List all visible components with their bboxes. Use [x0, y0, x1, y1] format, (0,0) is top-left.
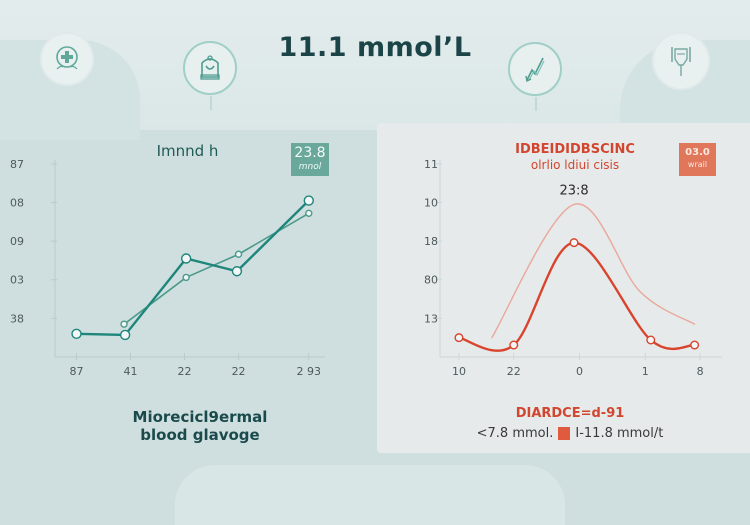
- left-y-tick-label: 38: [10, 312, 24, 325]
- icon-stem: [210, 96, 212, 110]
- right-x-tick-label: 10: [452, 365, 466, 378]
- trend-button[interactable]: [508, 42, 562, 96]
- right-badge-unit: wrail: [687, 160, 708, 169]
- trend-arrow-icon: [525, 57, 545, 83]
- right-x-tick-label: 22: [507, 365, 521, 378]
- left-y-tick-label: 87: [10, 158, 24, 171]
- legend-low-label: <7.8 mmol.: [476, 426, 554, 441]
- left-series-primary-point: [119, 329, 131, 341]
- left-series-secondary-point: [305, 209, 313, 218]
- left-series-primary-point: [71, 328, 82, 340]
- left-x-tick-label: 2 93: [297, 365, 322, 378]
- left-line-chart: 38 03 09 08 87 87 41 22 22 2 93: [10, 158, 325, 378]
- right-caption-title: DIARDCE=d-91: [515, 406, 625, 421]
- syringe-icon: [671, 47, 691, 76]
- right-y-tick-label: 11: [424, 158, 438, 171]
- right-value-badge: 03.0 wrail: [679, 143, 716, 176]
- right-series-primary-point: [509, 340, 519, 350]
- left-value-badge: 23.8 mnol: [291, 143, 329, 176]
- left-chart-caption: Miorecicl9ermal blood glavoge: [60, 408, 340, 444]
- right-x-tick-label: 1: [642, 365, 649, 378]
- medical-plus-button[interactable]: [40, 32, 94, 86]
- left-badge-unit: mnol: [298, 162, 322, 172]
- left-series-primary-line: [75, 199, 310, 337]
- left-x-tick-label: 87: [70, 365, 84, 378]
- right-y-tick-label: 10: [424, 196, 438, 209]
- right-series-faint-line: [491, 203, 696, 339]
- right-chart-panel: [377, 123, 750, 453]
- glucose-meter-icon: [200, 55, 220, 80]
- left-y-tick-label: 09: [10, 235, 24, 248]
- left-series-secondary-point: [182, 273, 190, 282]
- left-caption-line1: Miorecicl9ermal: [132, 408, 268, 426]
- glucose-reading-title: 11.1 mmol’L: [278, 32, 472, 63]
- left-y-tick-label: 03: [10, 274, 24, 287]
- right-series-primary-point: [569, 238, 579, 248]
- left-series-primary-point: [231, 266, 243, 277]
- left-chart-title: Imnnd h: [156, 142, 219, 160]
- right-badge-value: 03.0: [685, 147, 710, 158]
- right-title-line1: IDBEIDIDBSCINC: [515, 142, 635, 157]
- left-series-secondary-point: [234, 250, 243, 258]
- left-y-tick-label: 08: [10, 196, 24, 209]
- left-x-tick-label: 22: [232, 365, 246, 378]
- legend-swatch-high: [558, 427, 571, 440]
- left-x-tick-label: 22: [178, 365, 192, 378]
- left-badge-value: 23.8: [294, 145, 326, 161]
- right-peak-label: 23:8: [559, 184, 588, 199]
- legend-high-label: I-11.8 mmol/t: [575, 426, 664, 441]
- left-series-primary-point: [180, 253, 192, 264]
- right-y-tick-label: 18: [424, 235, 438, 248]
- left-series-primary-point: [303, 195, 314, 206]
- left-series-secondary-line: [123, 212, 310, 325]
- right-x-tick-label: 8: [697, 365, 704, 378]
- left-x-tick-label: 41: [124, 365, 138, 378]
- legend: <7.8 mmol. I-11.8 mmol/t: [440, 426, 700, 441]
- right-y-tick-label: 80: [424, 274, 438, 287]
- glucose-meter-button[interactable]: [183, 41, 237, 95]
- left-series-secondary-point: [120, 320, 128, 328]
- right-series-primary-point: [646, 335, 656, 345]
- right-series-primary-point: [454, 333, 464, 343]
- syringe-button[interactable]: [652, 32, 710, 90]
- right-title-line2: olrlio ldiui cisis: [530, 158, 620, 172]
- left-caption-line2: blood glavoge: [140, 426, 260, 444]
- right-y-tick-label: 13: [424, 312, 438, 325]
- right-x-tick-label: 0: [576, 365, 583, 378]
- icon-stem: [535, 97, 537, 111]
- right-series-primary-point: [690, 340, 700, 350]
- right-chart-title: IDBEIDIDBSCINC olrlio ldiui cisis: [470, 142, 680, 173]
- right-chart-caption: DIARDCE=d-91 <7.8 mmol. I-11.8 mmol/t: [440, 406, 700, 441]
- medical-plus-icon: [56, 46, 78, 70]
